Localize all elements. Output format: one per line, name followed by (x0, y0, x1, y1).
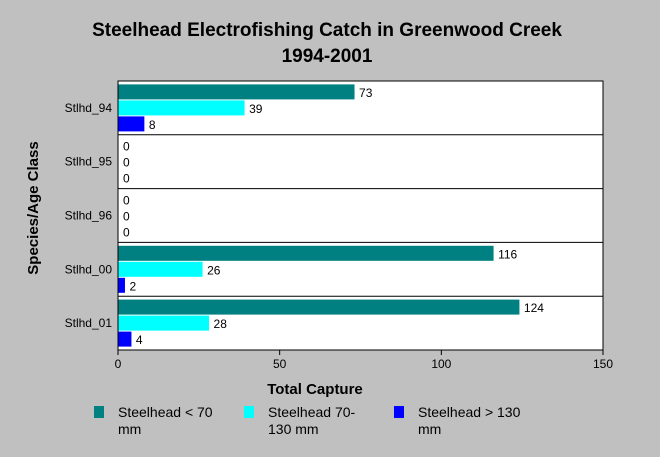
data-label: 4 (136, 333, 143, 347)
legend-item: Steelhead < 70 mm (94, 404, 244, 438)
legend: Steelhead < 70 mm Steelhead 70-130 mm Stee… (94, 404, 544, 438)
y-tick-label: Stlhd_00 (65, 262, 113, 276)
bar (118, 100, 245, 116)
data-label: 39 (249, 102, 263, 116)
data-label: 0 (123, 156, 130, 170)
data-label: 124 (524, 301, 544, 315)
data-label: 0 (123, 210, 130, 224)
legend-item: Steelhead 70-130 mm (244, 404, 394, 438)
y-tick-label: Stlhd_96 (65, 209, 113, 223)
data-label: 116 (498, 247, 517, 261)
data-label: 8 (149, 118, 156, 132)
y-axis-label: Species/Age Class (25, 141, 42, 274)
legend-label: Steelhead 70-130 mm (268, 404, 356, 437)
data-label: 73 (359, 86, 373, 100)
data-label: 2 (129, 279, 136, 293)
legend-label: Steelhead > 130 mm (418, 404, 521, 437)
plot-border (117, 80, 604, 351)
bar (118, 261, 203, 277)
legend-swatch (94, 406, 104, 418)
chart-title-line-1: Steelhead Electrofishing Catch in Greenw… (92, 20, 562, 41)
legend-swatch (394, 406, 404, 418)
data-label: 0 (123, 172, 130, 186)
y-tick-label: Stlhd_95 (65, 155, 113, 169)
data-label: 0 (123, 226, 130, 240)
bar (118, 331, 132, 347)
bar (118, 277, 125, 293)
y-tick-label: Stlhd_01 (65, 316, 113, 330)
bar (118, 245, 494, 261)
bar (118, 116, 145, 132)
x-tick-label: 50 (273, 357, 287, 371)
bar (118, 299, 520, 315)
x-tick-label: 0 (115, 357, 122, 371)
legend-swatch (244, 406, 254, 418)
legend-item: Steelhead > 130 mm (394, 404, 544, 438)
data-label: 0 (123, 194, 130, 208)
x-tick-label: 150 (593, 357, 613, 371)
y-tick-label: Stlhd_94 (65, 101, 113, 115)
x-tick-label: 100 (431, 357, 451, 371)
legend-label: Steelhead < 70 mm (118, 404, 213, 437)
chart-title-line-2: 1994-2001 (282, 46, 373, 67)
bar (118, 84, 355, 100)
x-axis-label: Total Capture (267, 381, 363, 398)
data-label: 0 (123, 140, 130, 154)
data-label: 26 (207, 263, 221, 277)
data-label: 28 (214, 317, 228, 331)
bar (118, 315, 210, 331)
